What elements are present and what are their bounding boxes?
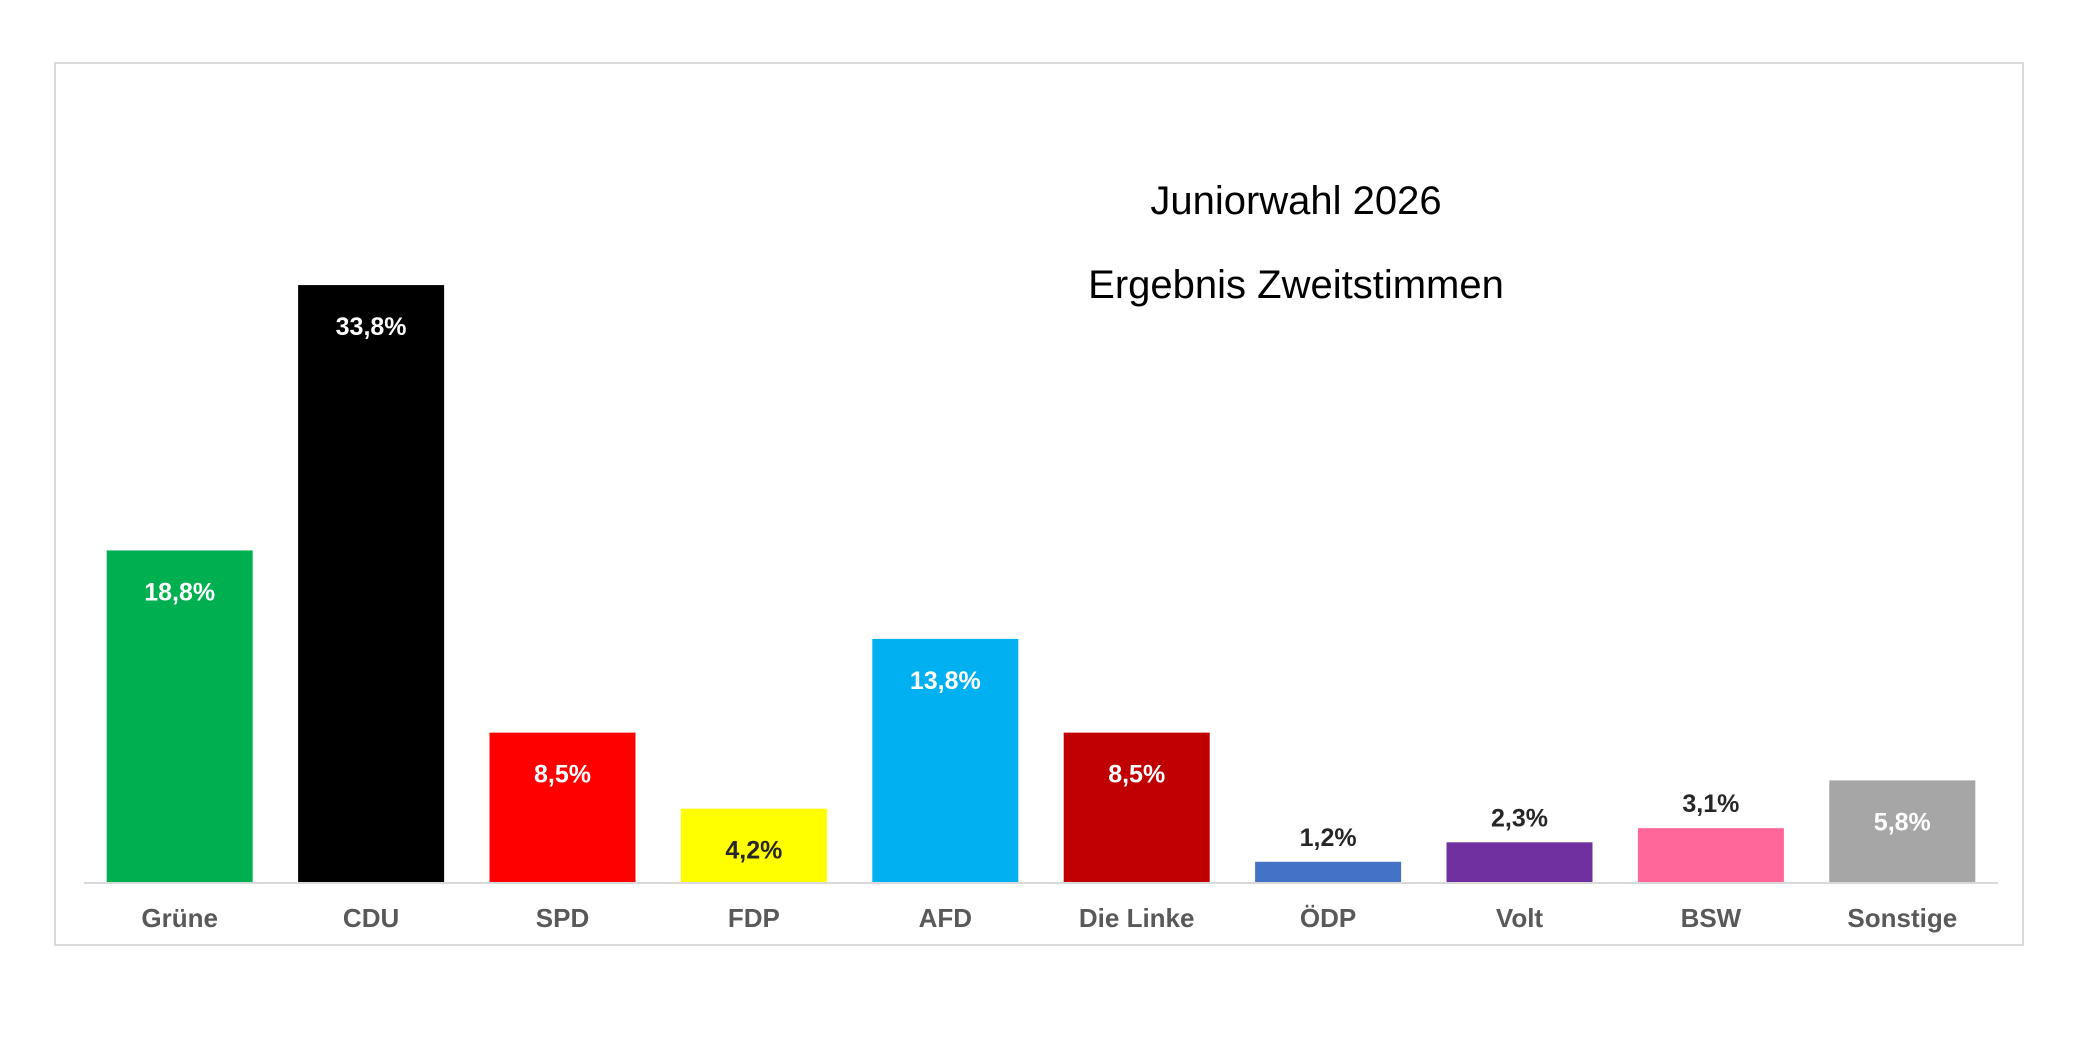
bar-fdp	[680, 808, 827, 883]
x-tick-label-afd: AFD	[919, 903, 972, 933]
bar-spd	[489, 732, 636, 883]
bar-oedp	[1255, 861, 1402, 883]
data-label-die-linke: 8,5%	[1108, 761, 1165, 789]
data-label-spd: 8,5%	[534, 761, 591, 789]
chart-frame: Juniorwahl 2026 Ergebnis Zweitstimmen 18…	[54, 62, 2024, 946]
data-label-volt: 2,3%	[1491, 804, 1548, 832]
x-tick-label-fdp: FDP	[728, 903, 780, 933]
x-tick-label-gruene: Grüne	[141, 903, 218, 933]
data-label-bsw: 3,1%	[1682, 790, 1739, 818]
data-label-fdp: 4,2%	[725, 837, 782, 865]
x-tick-label-die-linke: Die Linke	[1079, 903, 1195, 933]
data-label-afd: 13,8%	[910, 667, 981, 695]
bar-gruene	[106, 550, 253, 883]
data-label-cdu: 33,8%	[336, 313, 407, 341]
bar-chart: Juniorwahl 2026 Ergebnis Zweitstimmen 18…	[84, 179, 1998, 933]
x-tick-label-volt: Volt	[1496, 903, 1544, 933]
bar-cdu	[298, 285, 445, 883]
x-tick-label-sonstige: Sonstige	[1847, 903, 1957, 933]
x-tick-label-oedp: ÖDP	[1300, 903, 1356, 933]
chart-title: Juniorwahl 2026	[1150, 179, 1441, 223]
data-label-oedp: 1,2%	[1300, 824, 1357, 852]
ticks-layer: Grüne CDU SPD FDP AFD Die Linke ÖDP Volt BSW Sons…	[141, 903, 1957, 933]
bar-bsw	[1637, 828, 1784, 883]
bar-die-linke	[1063, 732, 1210, 883]
labels-layer: 18,8% 33,8% 8,5% 4,2% 13,8% 8,5% 1,2% 2,3% 3,1% 5…	[144, 313, 1931, 865]
bar-volt	[1446, 842, 1593, 883]
data-label-gruene: 18,8%	[144, 578, 215, 606]
bar-afd	[872, 638, 1019, 883]
x-tick-label-bsw: BSW	[1681, 903, 1742, 933]
bar-sonstige	[1829, 780, 1976, 883]
x-tick-label-spd: SPD	[536, 903, 589, 933]
bars-layer	[106, 285, 1976, 883]
x-tick-label-cdu: CDU	[343, 903, 399, 933]
data-label-sonstige: 5,8%	[1874, 808, 1931, 836]
chart-subtitle: Ergebnis Zweitstimmen	[1088, 263, 1504, 307]
